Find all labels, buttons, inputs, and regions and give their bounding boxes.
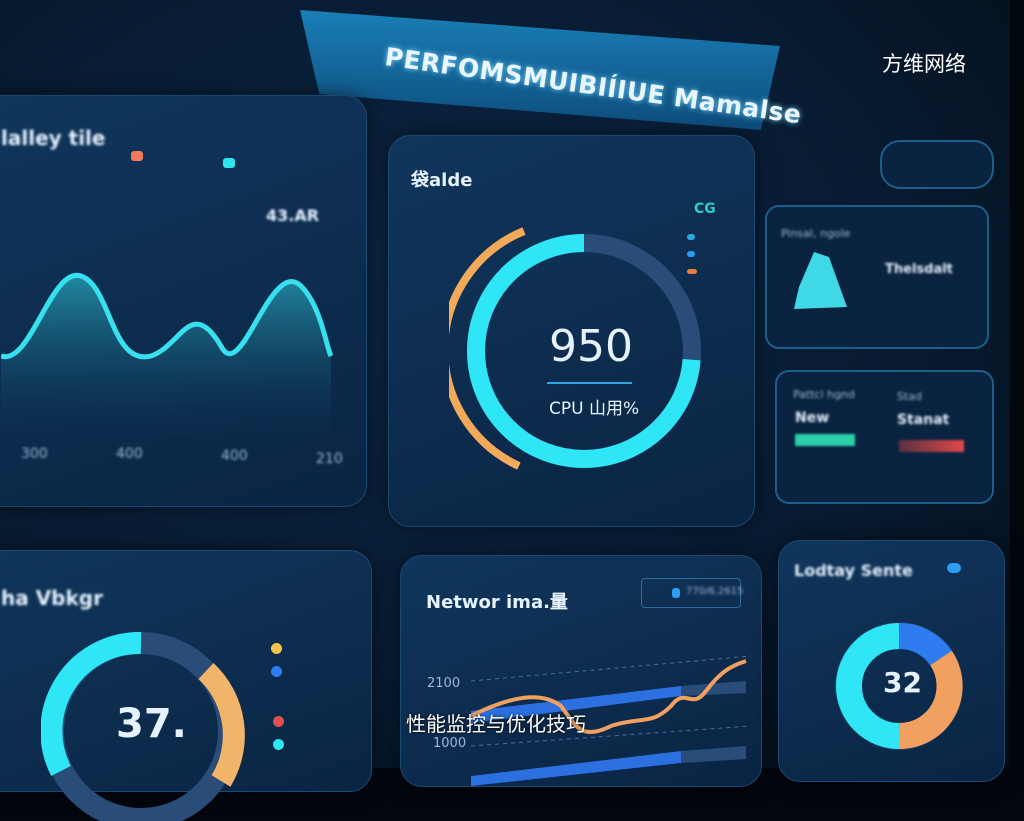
bar	[681, 746, 746, 763]
legend-swatch	[687, 251, 695, 257]
x-label: 400	[221, 448, 248, 464]
usage-value: 37.	[116, 701, 187, 747]
legend-swatch	[687, 269, 697, 274]
load-panel: Lodtay Sente 32	[778, 540, 1005, 782]
card-value: Thelsdalt	[885, 262, 953, 277]
card-label: Pattcl hgnd	[793, 388, 856, 401]
cpu-label: CPU 山用%	[549, 399, 640, 419]
donut-segment-blue	[898, 623, 952, 666]
card-value: New	[795, 410, 830, 426]
bar	[471, 751, 681, 786]
legend-label: 770/6.2615	[686, 586, 744, 597]
toggle[interactable]	[947, 563, 961, 573]
legend-swatch	[672, 588, 680, 598]
status-card: Pattcl hgnd New Stad Stanat	[775, 370, 994, 504]
legend-box[interactable]: 770/6.2615	[641, 578, 744, 608]
donut-segment-orange	[898, 650, 963, 750]
y-label: 1000	[433, 736, 467, 751]
panel-title: 袋alde	[411, 170, 473, 191]
y-label: 2100	[427, 676, 461, 691]
x-label: 300	[21, 446, 48, 462]
usage-panel: ha Vbkgr 37.	[0, 550, 372, 821]
status-bar-red	[899, 440, 964, 452]
ring-primary	[467, 234, 701, 468]
ring-secondary	[449, 227, 526, 470]
cpu-panel: 袋alde CG 950 CPU 山用%	[388, 135, 755, 527]
legend-dot	[273, 739, 284, 750]
card-label: Stad	[897, 390, 923, 403]
watermark: 方维网络	[882, 52, 966, 76]
legend-swatch-cyan	[223, 158, 235, 168]
resource-card: Pinsal, ngole Thelsdalt	[765, 205, 989, 349]
bar	[681, 681, 746, 696]
network-line	[471, 659, 747, 734]
cpu-value: 950	[549, 321, 633, 372]
caption: 性能监控与优化技巧	[406, 712, 586, 736]
x-label: 400	[116, 446, 143, 462]
donut-segment-cyan	[41, 631, 142, 776]
x-label: 210	[316, 451, 343, 467]
status-badge: CG	[694, 201, 716, 217]
wave-line	[1, 273, 334, 360]
bar	[471, 686, 681, 723]
donut-segment-cyan	[836, 623, 900, 749]
legend-swatch-orange	[131, 151, 143, 161]
legend-dot	[271, 643, 282, 654]
panel-title: Lodtay Sente	[794, 561, 913, 580]
legend-dot	[271, 666, 282, 677]
legend-swatch	[687, 234, 695, 240]
panel-title: ha Vbkgr	[1, 586, 103, 610]
status-bar-green	[795, 434, 855, 446]
load-donut	[835, 622, 963, 750]
load-value: 32	[883, 666, 922, 699]
divider	[547, 382, 632, 384]
bag-icon	[794, 252, 847, 309]
panel-title: lalley tile	[1, 126, 106, 150]
card-value: Stanat	[897, 412, 950, 428]
cpu-ring-gauge	[449, 227, 701, 470]
card-label: Pinsal, ngole	[781, 227, 851, 240]
chart-value: 43.AR	[266, 206, 320, 225]
network-panel: Networ ima.量 770/6.2615 2100 1000	[400, 555, 762, 787]
wave-chart	[1, 273, 334, 436]
traffic-chart-panel: lalley tile 43.AR 300 400 400 210	[0, 95, 367, 507]
panel-title: Networ ima.量	[426, 592, 568, 613]
header-control[interactable]	[880, 140, 994, 189]
legend-dot	[273, 716, 284, 727]
wave-area	[1, 275, 331, 436]
